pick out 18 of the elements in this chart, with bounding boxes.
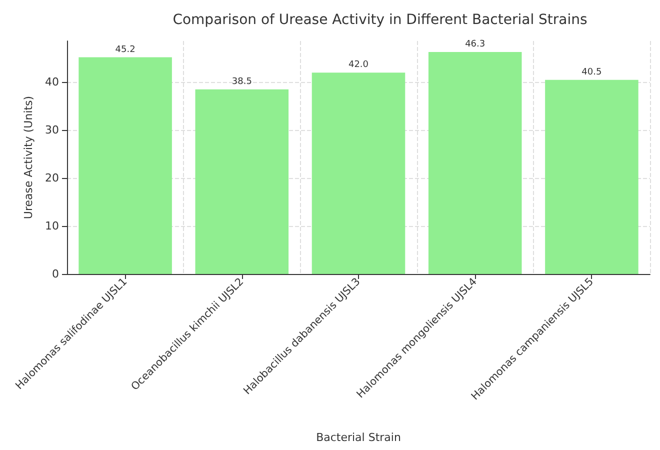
data-label: 42.0	[348, 60, 369, 70]
bar	[195, 89, 289, 274]
y-axis-title: Urease Activity (Units)	[22, 96, 36, 220]
x-axis-title: Bacterial Strain	[316, 431, 401, 444]
data-label: 45.2	[115, 44, 136, 55]
data-label: 40.5	[582, 67, 602, 78]
bar	[78, 57, 172, 274]
bar	[428, 52, 522, 274]
y-tick-label: 20	[45, 172, 59, 185]
y-tick-label: 0	[52, 268, 59, 280]
data-label: 46.3	[465, 40, 486, 50]
bar	[545, 80, 638, 274]
chart-title: Comparison of Urease Activity in Different Bacterial Strains	[172, 12, 588, 28]
y-tick-label: 30	[45, 124, 59, 137]
bar	[312, 72, 406, 274]
data-label: 38.5	[232, 76, 252, 87]
y-tick-label: 10	[45, 220, 59, 233]
y-tick-label: 40	[45, 76, 59, 89]
